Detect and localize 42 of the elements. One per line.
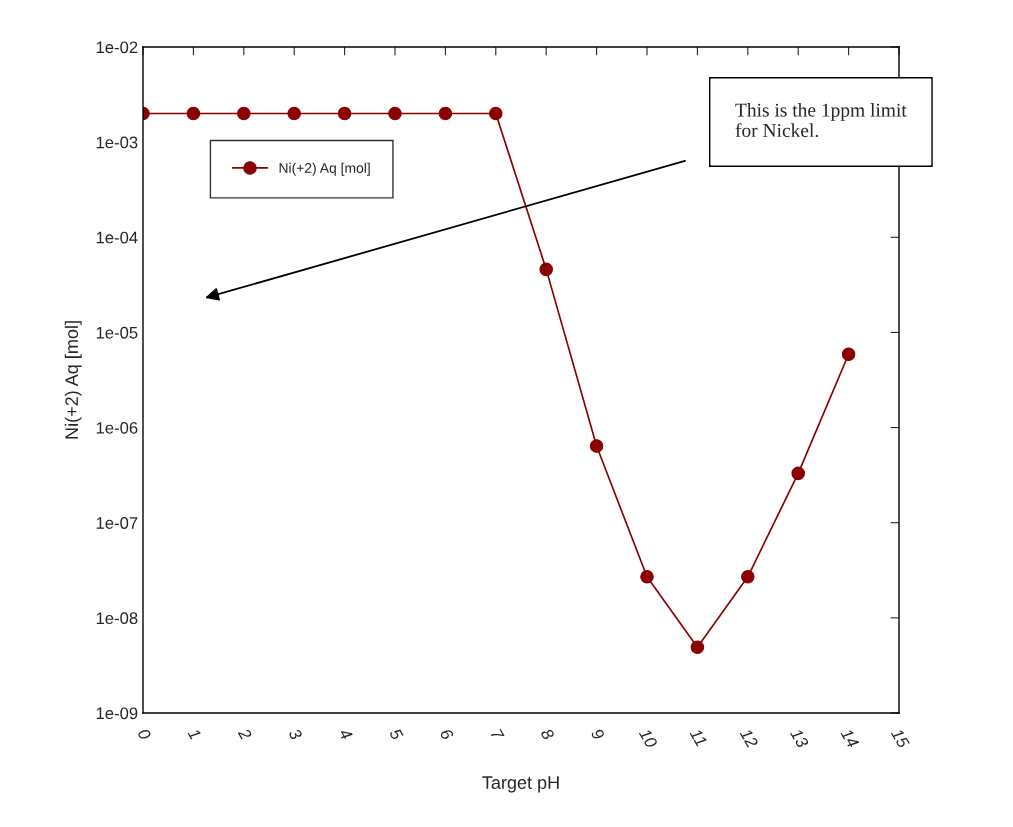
- legend-label: Ni(+2) Aq [mol]: [279, 162, 370, 176]
- x-tick-label: 14: [840, 727, 860, 749]
- x-tick-label: 7: [490, 728, 505, 742]
- x-tick-label: 12: [739, 727, 759, 749]
- point: [791, 466, 805, 481]
- point: [438, 106, 453, 121]
- point: [287, 106, 301, 121]
- point: [741, 570, 755, 584]
- x-tick-label: 15: [890, 727, 910, 750]
- annotation: This is the 1ppm limit for Nickel.: [735, 103, 907, 138]
- point: [589, 439, 604, 453]
- x-tick-label: 10: [638, 727, 658, 749]
- x-tick-label: 5: [389, 727, 404, 742]
- x-tick-label: 2: [237, 727, 253, 741]
- x-tick-label: 9: [590, 727, 606, 741]
- point: [841, 347, 856, 361]
- point: [388, 106, 402, 121]
- y-tick-label: 1e-02: [96, 41, 138, 54]
- x-axis-title: Target pH: [482, 776, 559, 793]
- y-tick-label: 1e-09: [96, 707, 138, 720]
- y-tick-label: 1e-08: [96, 612, 138, 625]
- point: [337, 106, 352, 121]
- x-tick-label: 3: [288, 727, 303, 741]
- y-tick-label: 1e-04: [96, 231, 138, 244]
- y-tick-label: 1e-03: [96, 136, 138, 149]
- x-tick-label: 6: [439, 727, 455, 742]
- x-tick-label: 1: [187, 727, 202, 740]
- y-tick-label: 1e-06: [96, 421, 138, 434]
- point: [690, 640, 705, 655]
- point: [186, 106, 201, 121]
- y-axis-title: Ni(+2) Aq [mol]: [64, 321, 82, 439]
- x-tick-label: 8: [540, 727, 555, 741]
- point: [640, 570, 654, 584]
- y-tick-label: 1e-07: [96, 517, 138, 529]
- x-tick-label: 4: [338, 727, 353, 741]
- point: [539, 262, 553, 277]
- x-tick-label: 13: [789, 727, 810, 749]
- x-tick-label: 11: [689, 727, 708, 747]
- point: [237, 106, 251, 121]
- y-tick-label: 1e-05: [96, 326, 138, 339]
- x-tick-label: 0: [137, 727, 152, 741]
- point: [489, 106, 503, 121]
